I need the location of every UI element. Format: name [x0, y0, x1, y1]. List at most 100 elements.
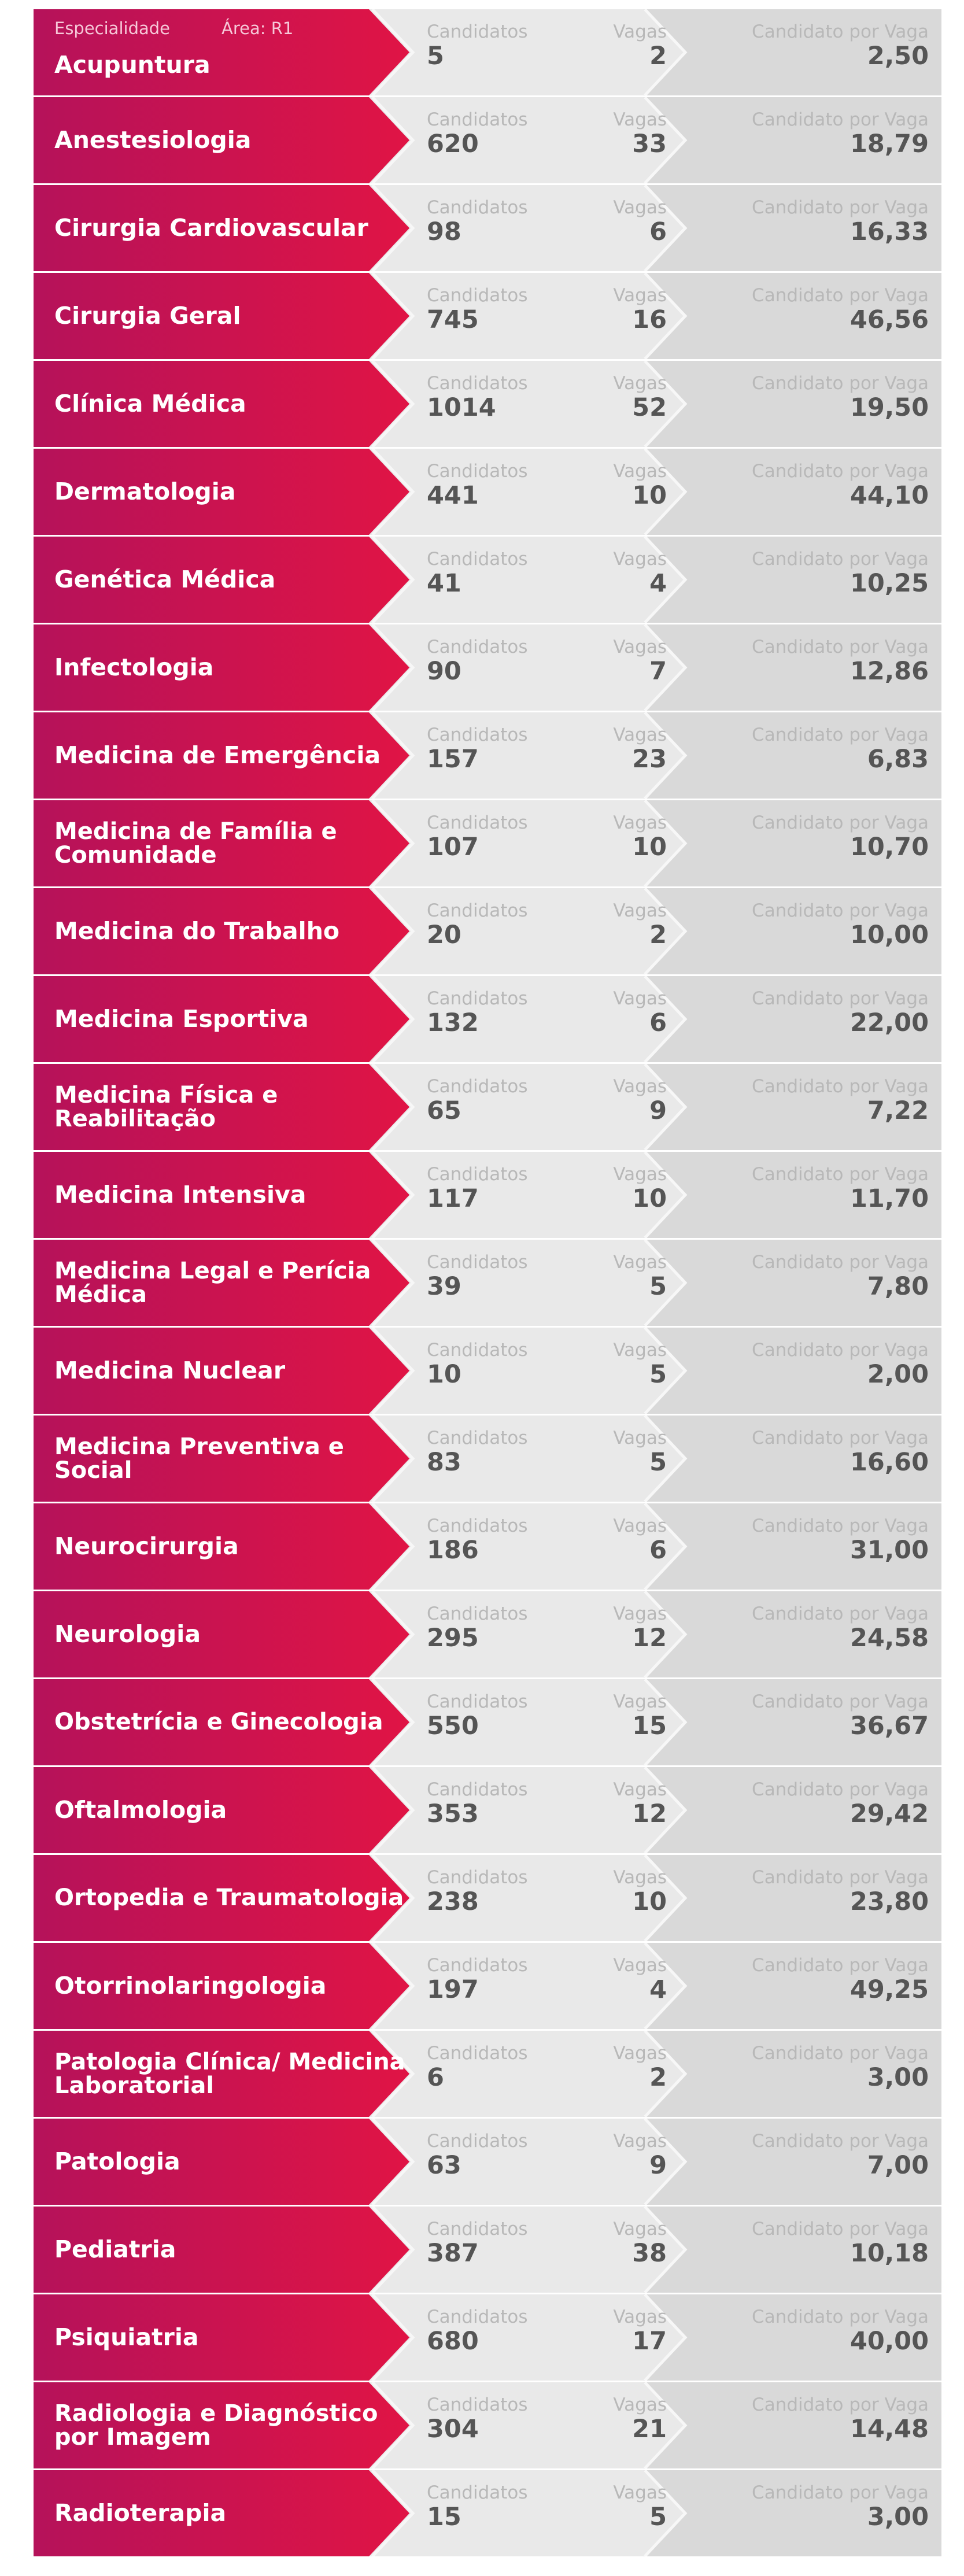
- specialty-name: Medicina Legal e Perícia Médica: [54, 1257, 371, 1308]
- vacancies-value: 10: [632, 1887, 667, 1916]
- vacancies-label: Vagas: [613, 1603, 667, 1624]
- ratio-label: Candidato por Vaga: [752, 1955, 929, 1976]
- specialty-name: Ortopedia e Traumatologia: [54, 1884, 404, 1911]
- candidates-value: 620: [427, 130, 479, 158]
- vacancies-value: 15: [632, 1712, 667, 1740]
- row-background: [34, 712, 941, 799]
- specialty-name: Medicina do Trabalho: [54, 917, 340, 945]
- vacancies-value: 12: [632, 1624, 667, 1653]
- specialty-name: Medicina de Família e Comunidade: [54, 818, 337, 868]
- ratio-label: Candidato por Vaga: [752, 900, 929, 921]
- ratio-value: 29,42: [849, 1799, 929, 1828]
- specialty-name: Pediatria: [54, 2235, 176, 2263]
- row-background: [34, 537, 941, 623]
- row-background: [34, 273, 941, 359]
- vacancies-label: Vagas: [613, 988, 667, 1009]
- ratio-label: Candidato por Vaga: [752, 373, 929, 394]
- specialty-name: Patologia: [54, 2148, 180, 2175]
- ratio-label: Candidato por Vaga: [752, 988, 929, 1009]
- vacancies-value: 2: [649, 2063, 667, 2092]
- candidates-value: 157: [427, 745, 479, 774]
- candidates-value: 20: [427, 921, 461, 949]
- vacancies-value: 7: [649, 657, 667, 686]
- row-background: [34, 624, 941, 711]
- specialty-name: Infectologia: [54, 653, 214, 681]
- candidates-label: Candidatos: [427, 1867, 528, 1888]
- candidates-value: 15: [427, 2503, 461, 2531]
- ratio-label: Candidato por Vaga: [752, 637, 929, 657]
- candidates-label: Candidatos: [427, 1164, 528, 1185]
- specialty-name: Radiologia e Diagnóstico por Imagem: [54, 2400, 378, 2451]
- candidates-label: Candidatos: [427, 725, 528, 745]
- ratio-label: Candidato por Vaga: [752, 1340, 929, 1361]
- table-row: Psiquiatria Candidatos 680 Vagas 17 Candidato…: [34, 2294, 941, 2381]
- candidates-value: 98: [427, 217, 461, 246]
- vacancies-label: Vagas: [613, 1867, 667, 1888]
- table-row: Medicina Física e Reabilitação Candidatos…: [34, 1064, 941, 1150]
- vacancies-value: 10: [632, 1184, 667, 1213]
- vacancies-value: 16: [632, 305, 667, 334]
- ratio-value: 36,67: [849, 1712, 929, 1740]
- row-background: [34, 2031, 941, 2117]
- row-background: [34, 2119, 941, 2205]
- vacancies-value: 6: [649, 217, 667, 246]
- ratio-label: Candidato por Vaga: [752, 2482, 929, 2503]
- candidates-value: 197: [427, 1975, 479, 2004]
- specialty-name: Medicina Nuclear: [54, 1357, 286, 1384]
- ratio-value: 11,70: [849, 1184, 929, 1213]
- vacancies-label: Vagas: [613, 109, 667, 130]
- ratio-label: Candidato por Vaga: [752, 812, 929, 833]
- vacancies-value: 52: [632, 393, 667, 422]
- ratio-value: 16,60: [849, 1448, 929, 1477]
- vacancies-label: Vagas: [613, 812, 667, 833]
- vacancies-value: 10: [632, 481, 667, 510]
- candidates-label: Candidatos: [427, 2219, 528, 2239]
- vacancies-value: 2: [649, 921, 667, 949]
- ratio-label: Candidato por Vaga: [752, 21, 929, 42]
- vacancies-label: Vagas: [613, 1428, 667, 1448]
- header-area-label: Área: R1: [221, 19, 294, 38]
- candidates-label: Candidatos: [427, 1076, 528, 1097]
- row-background: [34, 1855, 941, 1941]
- ratio-label: Candidato por Vaga: [752, 285, 929, 306]
- specialty-name: Patologia Clínica/ Medicina Laboratorial: [54, 2048, 405, 2099]
- candidates-label: Candidatos: [427, 1955, 528, 1976]
- ratio-label: Candidato por Vaga: [752, 1867, 929, 1888]
- vacancies-label: Vagas: [613, 285, 667, 306]
- specialty-name: Neurologia: [54, 1620, 201, 1648]
- table-row: Pediatria Candidatos 387 Vagas 38 Candidato p…: [34, 2207, 941, 2293]
- vacancies-label: Vagas: [613, 373, 667, 394]
- vacancies-value: 5: [649, 1272, 667, 1301]
- ratio-label: Candidato por Vaga: [752, 1252, 929, 1273]
- candidates-label: Candidatos: [427, 197, 528, 218]
- vacancies-label: Vagas: [613, 1516, 667, 1536]
- row-background: [34, 2207, 941, 2293]
- candidates-label: Candidatos: [427, 21, 528, 42]
- candidates-value: 186: [427, 1536, 479, 1565]
- candidates-label: Candidatos: [427, 2394, 528, 2415]
- ratio-value: 10,00: [849, 921, 929, 949]
- specialty-name: Medicina Física e Reabilitação: [54, 1081, 278, 1132]
- vacancies-value: 6: [649, 1008, 667, 1037]
- ratio-value: 49,25: [849, 1975, 929, 2004]
- ratio-value: 7,22: [867, 1096, 929, 1125]
- candidates-label: Candidatos: [427, 812, 528, 833]
- candidates-label: Candidatos: [427, 988, 528, 1009]
- specialty-name: Neurocirurgia: [54, 1532, 239, 1560]
- candidates-value: 132: [427, 1008, 479, 1037]
- vacancies-label: Vagas: [613, 1252, 667, 1273]
- candidates-label: Candidatos: [427, 1516, 528, 1536]
- table-row: Ortopedia e Traumatologia Candidatos 238 Va…: [34, 1855, 941, 1941]
- row-background: [34, 1064, 941, 1150]
- vacancies-label: Vagas: [613, 461, 667, 482]
- vacancies-value: 21: [632, 2415, 667, 2444]
- row-background: [34, 2470, 941, 2556]
- table-row: Medicina do Trabalho Candidatos 20 Vagas 2 Ca…: [34, 888, 941, 974]
- vacancies-value: 5: [649, 1448, 667, 1477]
- candidates-value: 387: [427, 2239, 479, 2268]
- candidates-label: Candidatos: [427, 2043, 528, 2064]
- candidates-value: 1014: [427, 393, 496, 422]
- vacancies-label: Vagas: [613, 2219, 667, 2239]
- vacancies-value: 23: [632, 745, 667, 774]
- ratio-label: Candidato por Vaga: [752, 1779, 929, 1800]
